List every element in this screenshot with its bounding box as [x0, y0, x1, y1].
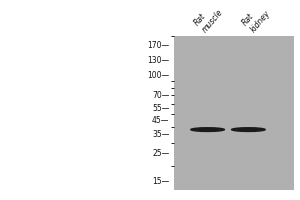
Text: 100—: 100—: [147, 71, 170, 80]
Text: 15—: 15—: [152, 177, 169, 186]
Text: 130—: 130—: [147, 56, 170, 65]
Text: 25—: 25—: [152, 149, 169, 158]
Ellipse shape: [232, 128, 265, 131]
Text: 55—: 55—: [152, 104, 169, 113]
Text: 45—: 45—: [152, 116, 169, 125]
Text: 35—: 35—: [152, 130, 169, 139]
Text: Rat
muscle: Rat muscle: [193, 1, 225, 34]
Ellipse shape: [191, 128, 224, 131]
Text: 170—: 170—: [147, 41, 170, 50]
Text: 70—: 70—: [152, 91, 169, 100]
Text: Rat
kidney: Rat kidney: [241, 2, 272, 34]
